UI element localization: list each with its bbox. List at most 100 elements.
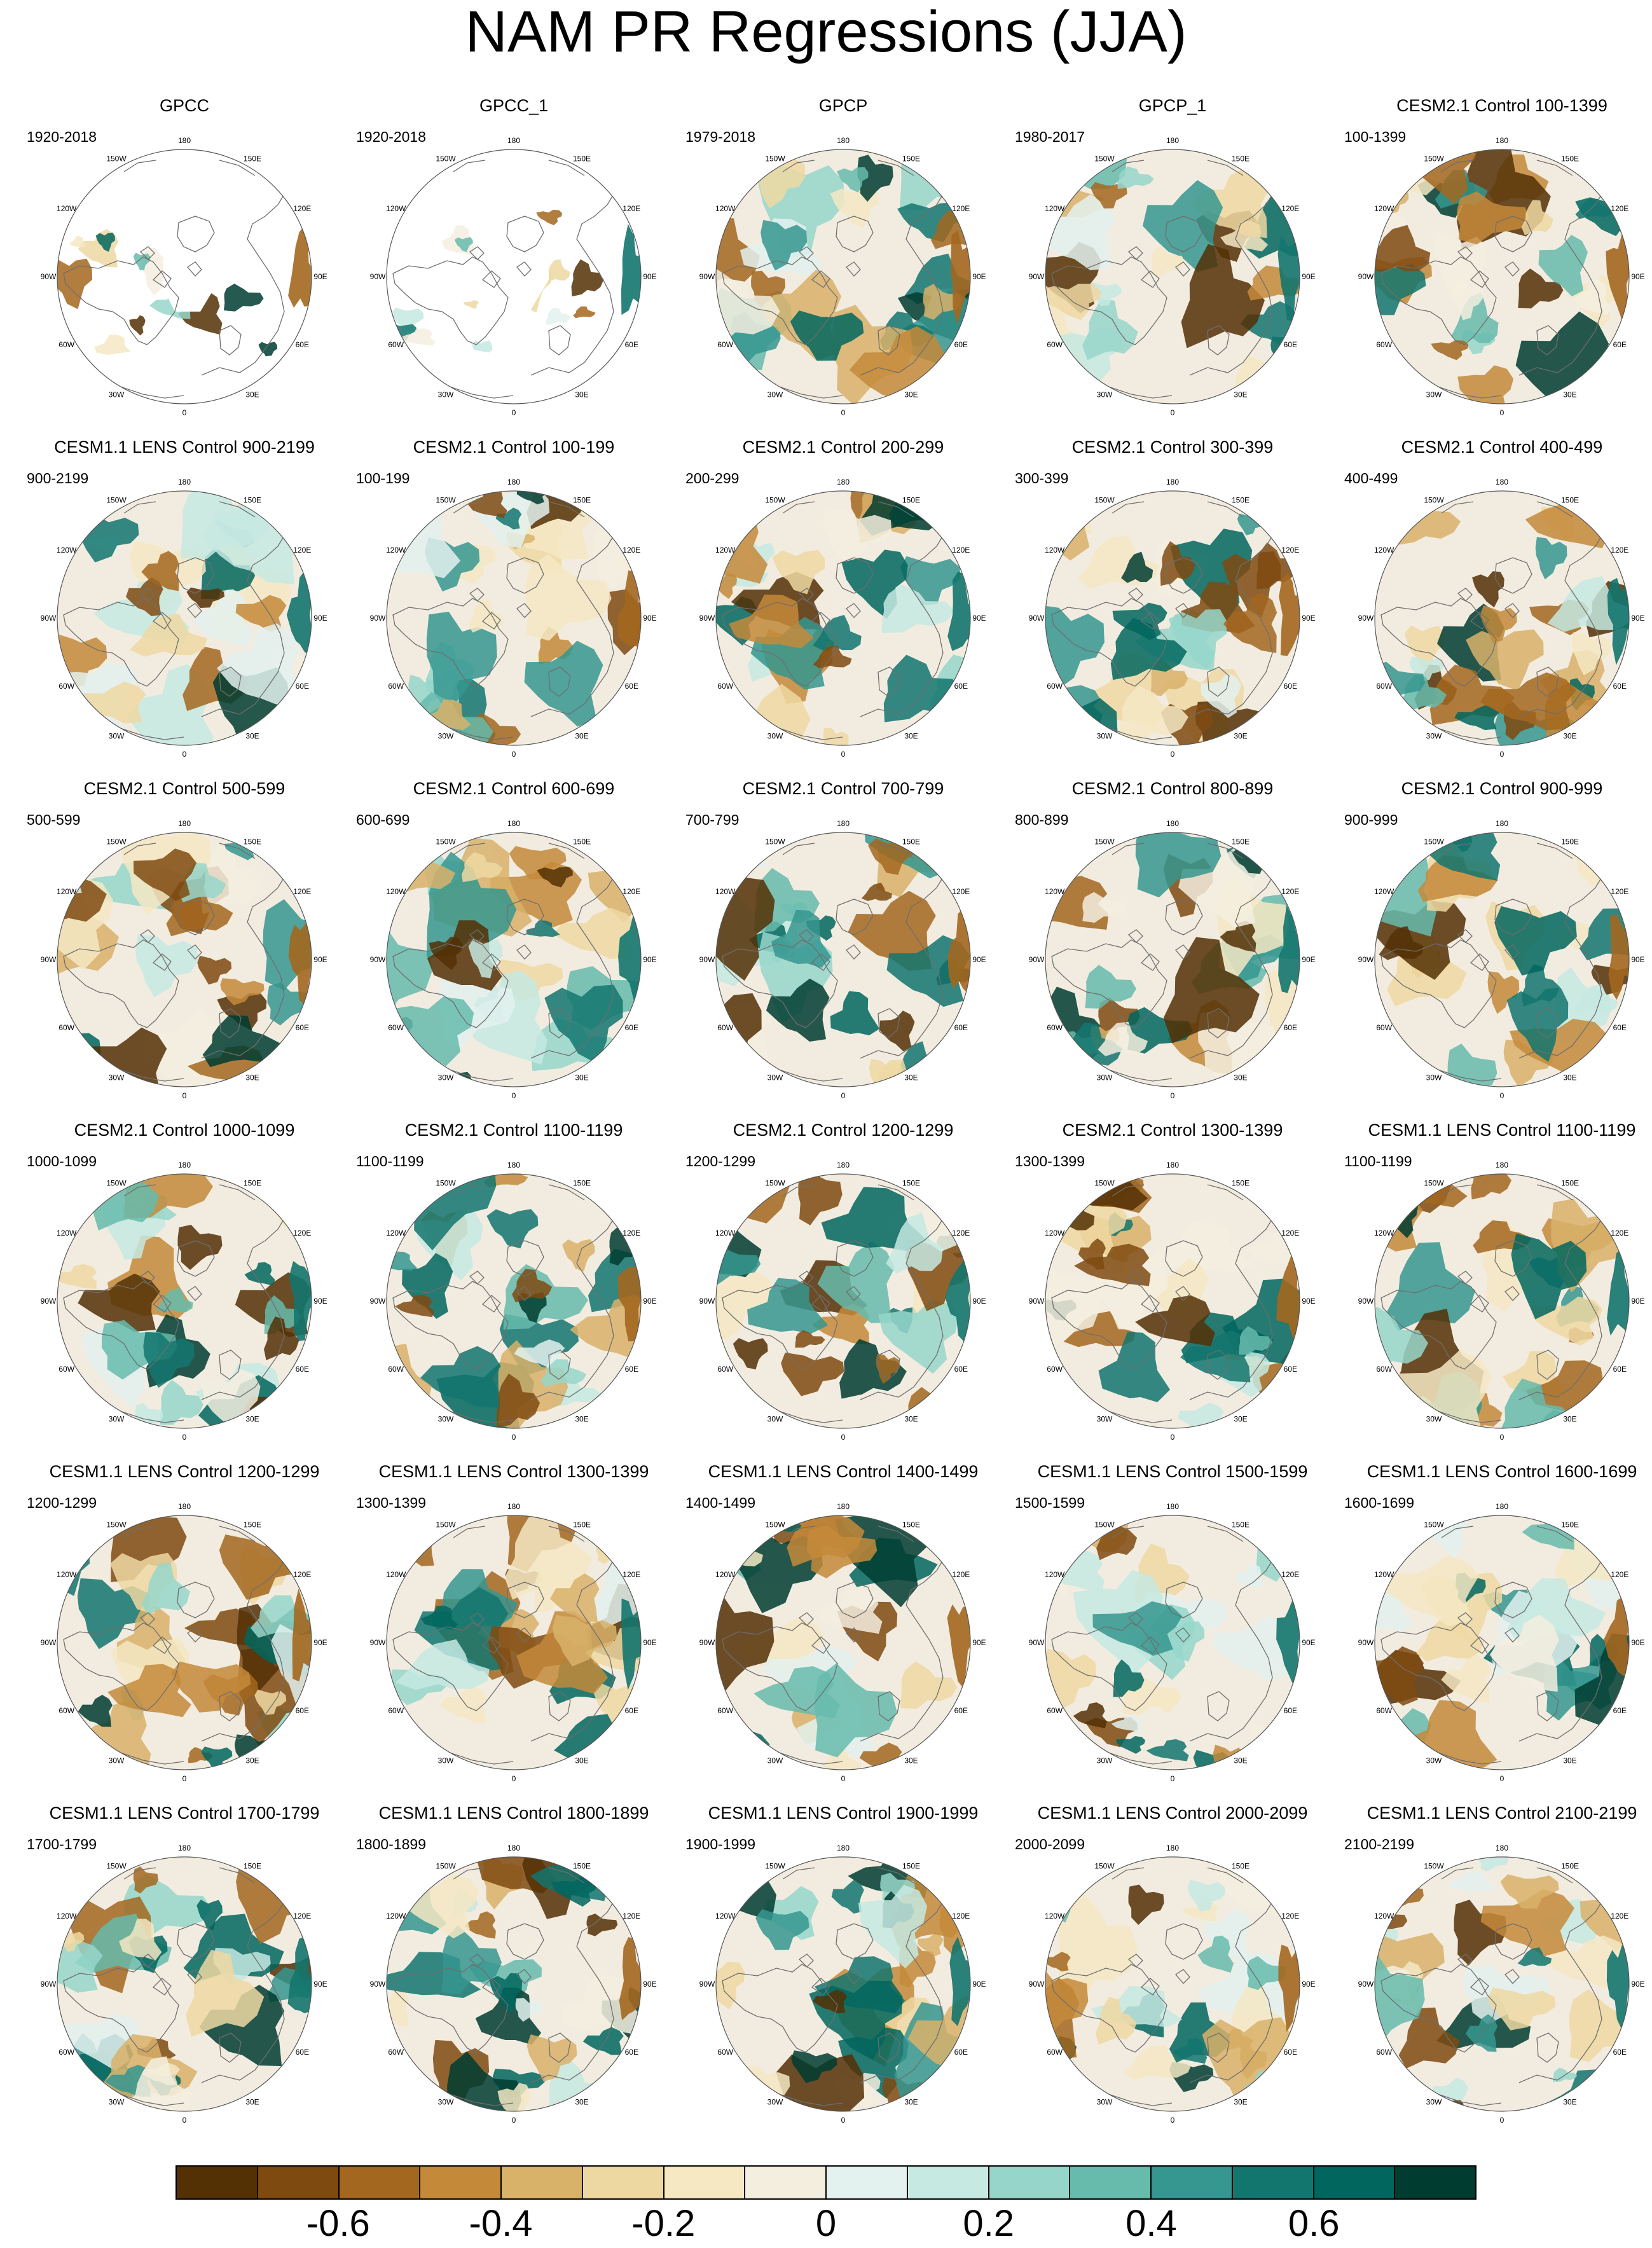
panel-title: CESM1.1 LENS Control 1600-1699 xyxy=(1366,1462,1637,1481)
longitude-label: 180 xyxy=(178,1502,191,1511)
longitude-label: 120W xyxy=(1374,887,1394,896)
longitude-label: 90W xyxy=(1029,1980,1045,1989)
polar-map: 180 150E 120E 90E 60E 30E 0 30W 60W 90W 120W 150W xyxy=(699,1502,986,1783)
colorbar-tick-label: 0.2 xyxy=(963,2203,1015,2244)
longitude-label: 150W xyxy=(765,496,785,505)
longitude-label: 150E xyxy=(1561,1521,1579,1529)
longitude-label: 150E xyxy=(244,838,261,846)
longitude-label: 150W xyxy=(765,1179,785,1188)
longitude-label: 30E xyxy=(575,2097,588,2106)
longitude-label: 60W xyxy=(388,340,404,349)
longitude-label: 0 xyxy=(1500,750,1504,759)
polar-map: 180 150E 120E 90E 60E 30E 0 30W 60W 90W 120W 150W xyxy=(699,1844,986,2125)
panel-period: 1979-2018 xyxy=(685,128,755,145)
longitude-label: 0 xyxy=(512,750,516,759)
longitude-label: 60E xyxy=(1284,682,1297,691)
longitude-label: 0 xyxy=(512,1774,516,1783)
colorbar-swatch xyxy=(827,2167,908,2198)
longitude-label: 30E xyxy=(904,1073,918,1082)
longitude-label: 60W xyxy=(1047,2048,1063,2057)
map-panel: CESM1.1 LENS Control 2000-2099 180 150E 120… xyxy=(1007,1803,1338,2143)
longitude-label: 0 xyxy=(1171,408,1175,417)
longitude-label: 0 xyxy=(512,408,516,417)
longitude-label: 30E xyxy=(245,731,259,740)
panel-grid: GPCC 180 150E 120E 90E 60E 30E 0 30W 60W 90W 120W 15… xyxy=(19,95,1645,2137)
panel-title: CESM2.1 Control 900-999 xyxy=(1401,779,1603,798)
longitude-label: 30E xyxy=(1563,390,1576,399)
longitude-label: 60E xyxy=(954,682,968,691)
polar-map: 180 150E 120E 90E 60E 30E 0 30W 60W 90W 120W 150W xyxy=(370,1502,657,1783)
panel-title: GPCC xyxy=(159,96,209,115)
longitude-label: 120W xyxy=(57,1570,77,1579)
colorbar-swatch xyxy=(1395,2167,1475,2198)
panel-period: 300-399 xyxy=(1015,470,1069,486)
longitude-label: 30W xyxy=(767,1414,783,1423)
panel-period: 1700-1799 xyxy=(27,1836,97,1852)
longitude-label: 0 xyxy=(841,750,846,759)
longitude-label: 120E xyxy=(623,1570,640,1579)
longitude-label: 150W xyxy=(765,1862,785,1871)
map-panel: GPCC_1 180 150E 120E 90E 60E 30E 0 30W 60W 90W 120W… xyxy=(348,95,679,436)
longitude-label: 120E xyxy=(1281,204,1299,213)
longitude-label: 60E xyxy=(1284,1023,1297,1032)
colorbar-swatch xyxy=(745,2167,827,2198)
longitude-label: 30E xyxy=(1234,1414,1247,1423)
longitude-label: 90E xyxy=(643,272,656,281)
longitude-label: 150E xyxy=(902,1862,920,1871)
longitude-label: 150E xyxy=(573,155,591,163)
map-panel: CESM2.1 Control 800-899 180 150E 120E 90E 60E… xyxy=(1007,778,1338,1119)
longitude-label: 120W xyxy=(1374,204,1394,213)
polar-map: 180 150E 120E 90E 60E 30E 0 30W 60W 90W 120W 150W xyxy=(1029,1502,1316,1783)
longitude-label: 60E xyxy=(296,1023,309,1032)
longitude-label: 60W xyxy=(59,1023,74,1032)
panel-title: CESM1.1 LENS Control 900-2199 xyxy=(54,438,315,457)
longitude-label: 120W xyxy=(715,1912,736,1920)
longitude-label: 30E xyxy=(904,1756,918,1765)
longitude-label: 150E xyxy=(1232,496,1249,505)
polar-map: 180 150E 120E 90E 60E 30E 0 30W 60W 90W 120W 150W xyxy=(370,1844,657,2125)
longitude-label: 60W xyxy=(1047,1706,1063,1715)
map-panel: CESM2.1 Control 700-799 180 150E 120E 90E 60E… xyxy=(678,778,1008,1119)
longitude-label: 120E xyxy=(623,887,640,896)
longitude-label: 150W xyxy=(106,1179,127,1188)
longitude-label: 90W xyxy=(699,955,715,964)
longitude-label: 150E xyxy=(1561,496,1579,505)
longitude-label: 30W xyxy=(109,1756,125,1765)
longitude-label: 150W xyxy=(106,1862,127,1871)
longitude-label: 90W xyxy=(370,1297,386,1306)
polar-map: 180 150E 120E 90E 60E 30E 0 30W 60W 90W 120W 150W xyxy=(1358,136,1645,417)
longitude-label: 150W xyxy=(1424,496,1444,505)
longitude-label: 90E xyxy=(643,614,656,623)
longitude-label: 120E xyxy=(293,546,311,555)
panel-period: 200-299 xyxy=(685,470,740,486)
longitude-label: 120E xyxy=(1611,204,1628,213)
longitude-label: 60E xyxy=(954,2048,968,2057)
panel-title: CESM1.1 LENS Control 1100-1199 xyxy=(1368,1121,1636,1140)
longitude-label: 90E xyxy=(313,955,327,964)
longitude-label: 0 xyxy=(1500,1091,1504,1100)
longitude-label: 150E xyxy=(902,496,920,505)
longitude-label: 60E xyxy=(625,2048,638,2057)
panel-period: 1980-2017 xyxy=(1015,128,1085,145)
longitude-label: 150W xyxy=(106,838,127,846)
longitude-label: 90W xyxy=(370,1638,386,1647)
longitude-label: 120W xyxy=(386,546,406,555)
longitude-label: 0 xyxy=(841,2116,846,2125)
longitude-label: 180 xyxy=(1496,1844,1508,1852)
longitude-label: 90W xyxy=(699,1980,715,1989)
longitude-label: 120W xyxy=(386,1229,406,1238)
longitude-label: 150W xyxy=(106,155,127,163)
polar-map: 180 150E 120E 90E 60E 30E 0 30W 60W 90W 120W 150W xyxy=(699,478,986,759)
longitude-label: 90E xyxy=(643,1980,656,1989)
longitude-label: 30W xyxy=(109,731,125,740)
longitude-label: 90W xyxy=(1358,272,1374,281)
colorbar-tick-label: 0.6 xyxy=(1288,2203,1340,2244)
longitude-label: 0 xyxy=(841,1433,846,1442)
longitude-label: 90W xyxy=(370,955,386,964)
longitude-label: 30E xyxy=(1563,1756,1576,1765)
longitude-label: 30W xyxy=(438,1073,454,1082)
longitude-label: 150E xyxy=(244,1179,261,1188)
longitude-label: 150E xyxy=(1561,155,1579,163)
panel-period: 800-899 xyxy=(1015,811,1069,828)
longitude-label: 90E xyxy=(1631,955,1644,964)
